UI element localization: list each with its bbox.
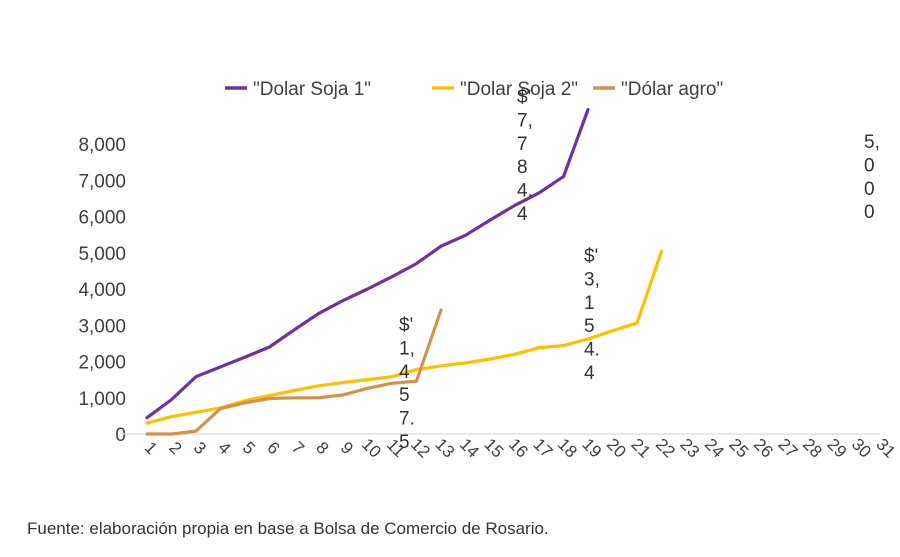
data-label-line: 5 xyxy=(399,385,410,406)
x-tick-label: 2 xyxy=(165,438,185,458)
chart-legend: "Dolar Soja 1" "Dolar Soja 2" "Dólar agro" xyxy=(225,79,723,100)
y-tick-label: 8,000 xyxy=(78,135,126,156)
x-tick-label: 22 xyxy=(652,435,679,462)
x-tick-label: 23 xyxy=(676,435,703,462)
x-tick-label: 6 xyxy=(263,438,283,458)
data-label-line: $' xyxy=(517,87,531,108)
y-tick-label: 0 xyxy=(115,425,126,446)
series-line-3 xyxy=(145,308,443,436)
y-tick-label: 5,000 xyxy=(78,244,126,265)
chart-svg: "Dolar Soja 1" "Dolar Soja 2" "Dólar agro"… xyxy=(78,79,900,462)
data-label-line: 5 xyxy=(399,432,410,453)
data-label-line: 4 xyxy=(584,363,595,384)
x-tick-label: 27 xyxy=(774,435,801,462)
x-tick-label: 25 xyxy=(725,435,752,462)
x-tick-label: 13 xyxy=(431,435,458,462)
x-tick-label: 31 xyxy=(872,435,899,462)
data-label-line: 0 xyxy=(864,179,875,200)
x-tick-label: 26 xyxy=(750,435,777,462)
x-tick-label: 18 xyxy=(554,435,581,462)
y-tick-label: 2,000 xyxy=(78,353,126,374)
data-label-line: 4 xyxy=(399,362,410,383)
legend-label: "Dolar Soja 2" xyxy=(460,79,578,100)
x-tick-label: 12 xyxy=(407,435,434,462)
x-tick-label: 4 xyxy=(214,438,234,458)
source-note: Fuente: elaboración propia en base a Bol… xyxy=(27,519,549,538)
legend-label: "Dólar agro" xyxy=(621,79,723,100)
x-tick-label: 21 xyxy=(627,435,654,462)
data-label-line: 5, xyxy=(864,132,880,153)
x-tick-label: 17 xyxy=(529,435,556,462)
x-tick-label: 32 xyxy=(897,435,900,462)
x-tick-label: 9 xyxy=(337,438,357,458)
data-label-line: 7 xyxy=(517,134,528,155)
data-label-line: 4 xyxy=(517,204,528,225)
data-label-line: 7, xyxy=(517,110,533,131)
x-tick-label: 8 xyxy=(312,438,332,458)
x-tick-label: 28 xyxy=(799,435,826,462)
data-label-line: $' xyxy=(584,246,598,267)
data-label-line: 1 xyxy=(584,293,595,314)
y-tick-label: 3,000 xyxy=(78,316,126,337)
data-label-line: 7. xyxy=(399,409,415,430)
x-tick-label: 20 xyxy=(603,435,630,462)
y-tick-label: 6,000 xyxy=(78,208,126,229)
x-tick-label: 7 xyxy=(288,438,308,458)
y-tick-label: 1,000 xyxy=(78,389,126,410)
data-label-line: 8 xyxy=(517,157,528,178)
x-tick-label: 15 xyxy=(480,435,507,462)
y-axis: 0 1,000 2,000 3,000 4,000 5,000 6,000 7,000 8,00… xyxy=(78,135,126,446)
series-line-1 xyxy=(145,107,590,420)
y-tick-label: 4,000 xyxy=(78,280,126,301)
x-tick-label: 19 xyxy=(578,435,605,462)
data-label-line: $' xyxy=(399,315,413,336)
x-tick-label: 29 xyxy=(823,435,850,462)
data-label-line: 0 xyxy=(864,155,875,176)
x-tick-label: 14 xyxy=(456,435,483,462)
data-label-line: 4. xyxy=(584,340,600,361)
x-tick-label: 16 xyxy=(505,435,532,462)
x-tick-label: 10 xyxy=(358,435,385,462)
x-tick-label: 24 xyxy=(701,435,728,462)
x-tick-label: 1 xyxy=(141,438,161,458)
data-label-line: 4. xyxy=(517,181,533,202)
x-tick-label: 30 xyxy=(848,435,875,462)
data-label-line: 5 xyxy=(584,316,595,337)
data-label-line: 1, xyxy=(399,338,415,359)
chart-series xyxy=(145,107,664,436)
x-tick-label: 5 xyxy=(239,438,259,458)
chart-annotations: $'7,784.4$'3,154.4$'1,457.55,000 xyxy=(399,87,880,453)
data-label-line: 0 xyxy=(864,202,875,223)
x-axis: 1 2 3 4 5 6 7 8 9 1011121314151617181920212223242… xyxy=(141,435,900,462)
x-tick-label: 3 xyxy=(190,438,210,458)
data-label-line: 3, xyxy=(584,269,600,290)
line-chart: "Dolar Soja 1" "Dolar Soja 2" "Dólar agro"… xyxy=(78,79,900,462)
legend-label: "Dolar Soja 1" xyxy=(253,79,371,100)
y-tick-label: 7,000 xyxy=(78,171,126,192)
